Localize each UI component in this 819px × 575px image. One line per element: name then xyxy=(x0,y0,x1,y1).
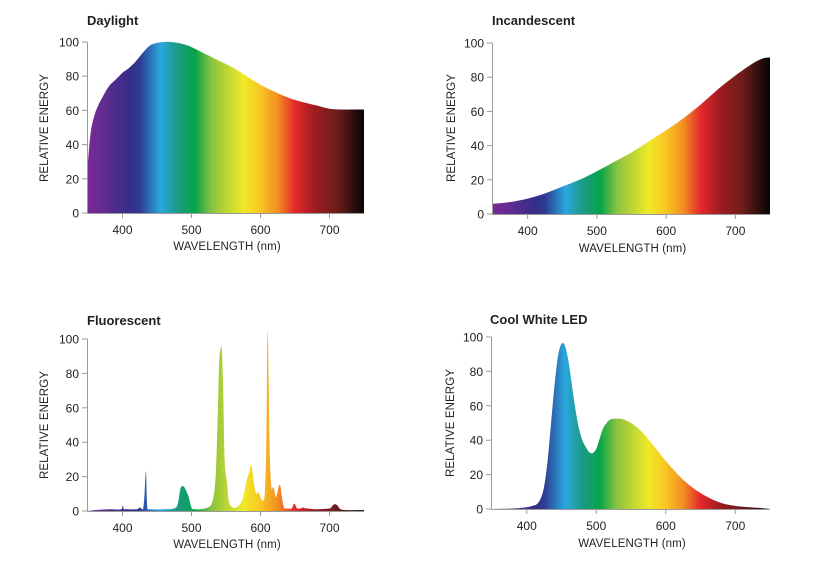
x-tick-label: 600 xyxy=(656,224,676,238)
y-tick-label: 40 xyxy=(66,436,80,450)
y-tick-label: 20 xyxy=(470,468,484,482)
x-tick-label: 700 xyxy=(319,223,339,237)
spectrum-area xyxy=(88,331,364,511)
y-tick-label: 60 xyxy=(470,399,484,413)
x-axis-label: WAVELENGTH (nm) xyxy=(173,539,281,551)
x-tick-label: 700 xyxy=(319,521,339,535)
y-tick-label: 60 xyxy=(471,105,485,119)
y-tick-label: 80 xyxy=(471,71,485,85)
chart-title: Incandescent xyxy=(492,13,576,28)
chart-cool-white-led: Cool White LED 0 20 40 60 80 100 400 500 600 700 W… xyxy=(445,312,770,550)
x-tick-label: 600 xyxy=(250,521,270,535)
y-tick-label: 20 xyxy=(66,470,80,484)
chart-title: Cool White LED xyxy=(490,312,588,327)
y-tick-label: 20 xyxy=(471,173,485,187)
x-tick-label: 700 xyxy=(725,519,745,533)
y-tick-label: 0 xyxy=(72,207,79,221)
x-tick-label: 700 xyxy=(725,224,745,238)
x-tick-label: 500 xyxy=(587,224,607,238)
x-tick-label: 500 xyxy=(181,223,201,237)
y-axis-label: RELATIVE ENERGY xyxy=(39,371,51,479)
y-tick-label: 80 xyxy=(66,367,80,381)
x-tick-label: 400 xyxy=(518,224,538,238)
chart-incandescent: Incandescent 0 20 40 60 80 100 400 500 600 700 WAV… xyxy=(446,13,770,255)
y-tick-label: 100 xyxy=(59,36,79,50)
chart-daylight: Daylight 0 20 40 60 80 100 400 500 600 700 WAVELEN… xyxy=(39,13,364,253)
x-tick-label: 400 xyxy=(112,223,132,237)
y-tick-label: 40 xyxy=(471,139,485,153)
y-tick-label: 0 xyxy=(476,503,483,517)
y-tick-label: 0 xyxy=(72,505,79,519)
y-tick-label: 80 xyxy=(470,365,484,379)
x-tick-label: 500 xyxy=(181,521,201,535)
spectrum-area xyxy=(493,57,770,214)
y-tick-label: 100 xyxy=(463,331,483,345)
y-tick-label: 100 xyxy=(464,37,484,51)
x-axis-label: WAVELENGTH (nm) xyxy=(578,538,686,550)
spectrum-area xyxy=(492,342,770,509)
x-tick-label: 500 xyxy=(586,519,606,533)
chart-title: Daylight xyxy=(87,13,139,28)
y-tick-label: 80 xyxy=(66,70,80,84)
y-tick-label: 20 xyxy=(66,172,80,186)
y-tick-label: 0 xyxy=(477,208,484,222)
y-axis-label: RELATIVE ENERGY xyxy=(446,74,458,182)
chart-title: Fluorescent xyxy=(87,313,161,328)
y-tick-label: 100 xyxy=(59,333,79,347)
x-axis-label: WAVELENGTH (nm) xyxy=(173,241,281,253)
spectrum-area xyxy=(88,41,364,213)
x-tick-label: 600 xyxy=(250,223,270,237)
y-tick-label: 40 xyxy=(470,434,484,448)
x-tick-label: 600 xyxy=(656,519,676,533)
y-tick-label: 60 xyxy=(66,401,80,415)
x-tick-label: 400 xyxy=(517,519,537,533)
x-axis-label: WAVELENGTH (nm) xyxy=(579,243,687,255)
y-tick-label: 40 xyxy=(66,138,80,152)
x-tick-label: 400 xyxy=(112,521,132,535)
y-axis-label: RELATIVE ENERGY xyxy=(39,74,51,182)
chart-fluorescent: Fluorescent 0 20 40 60 80 100 400 500 600 700 WAVE… xyxy=(39,313,364,551)
y-axis-label: RELATIVE ENERGY xyxy=(445,369,457,477)
y-tick-label: 60 xyxy=(66,104,80,118)
